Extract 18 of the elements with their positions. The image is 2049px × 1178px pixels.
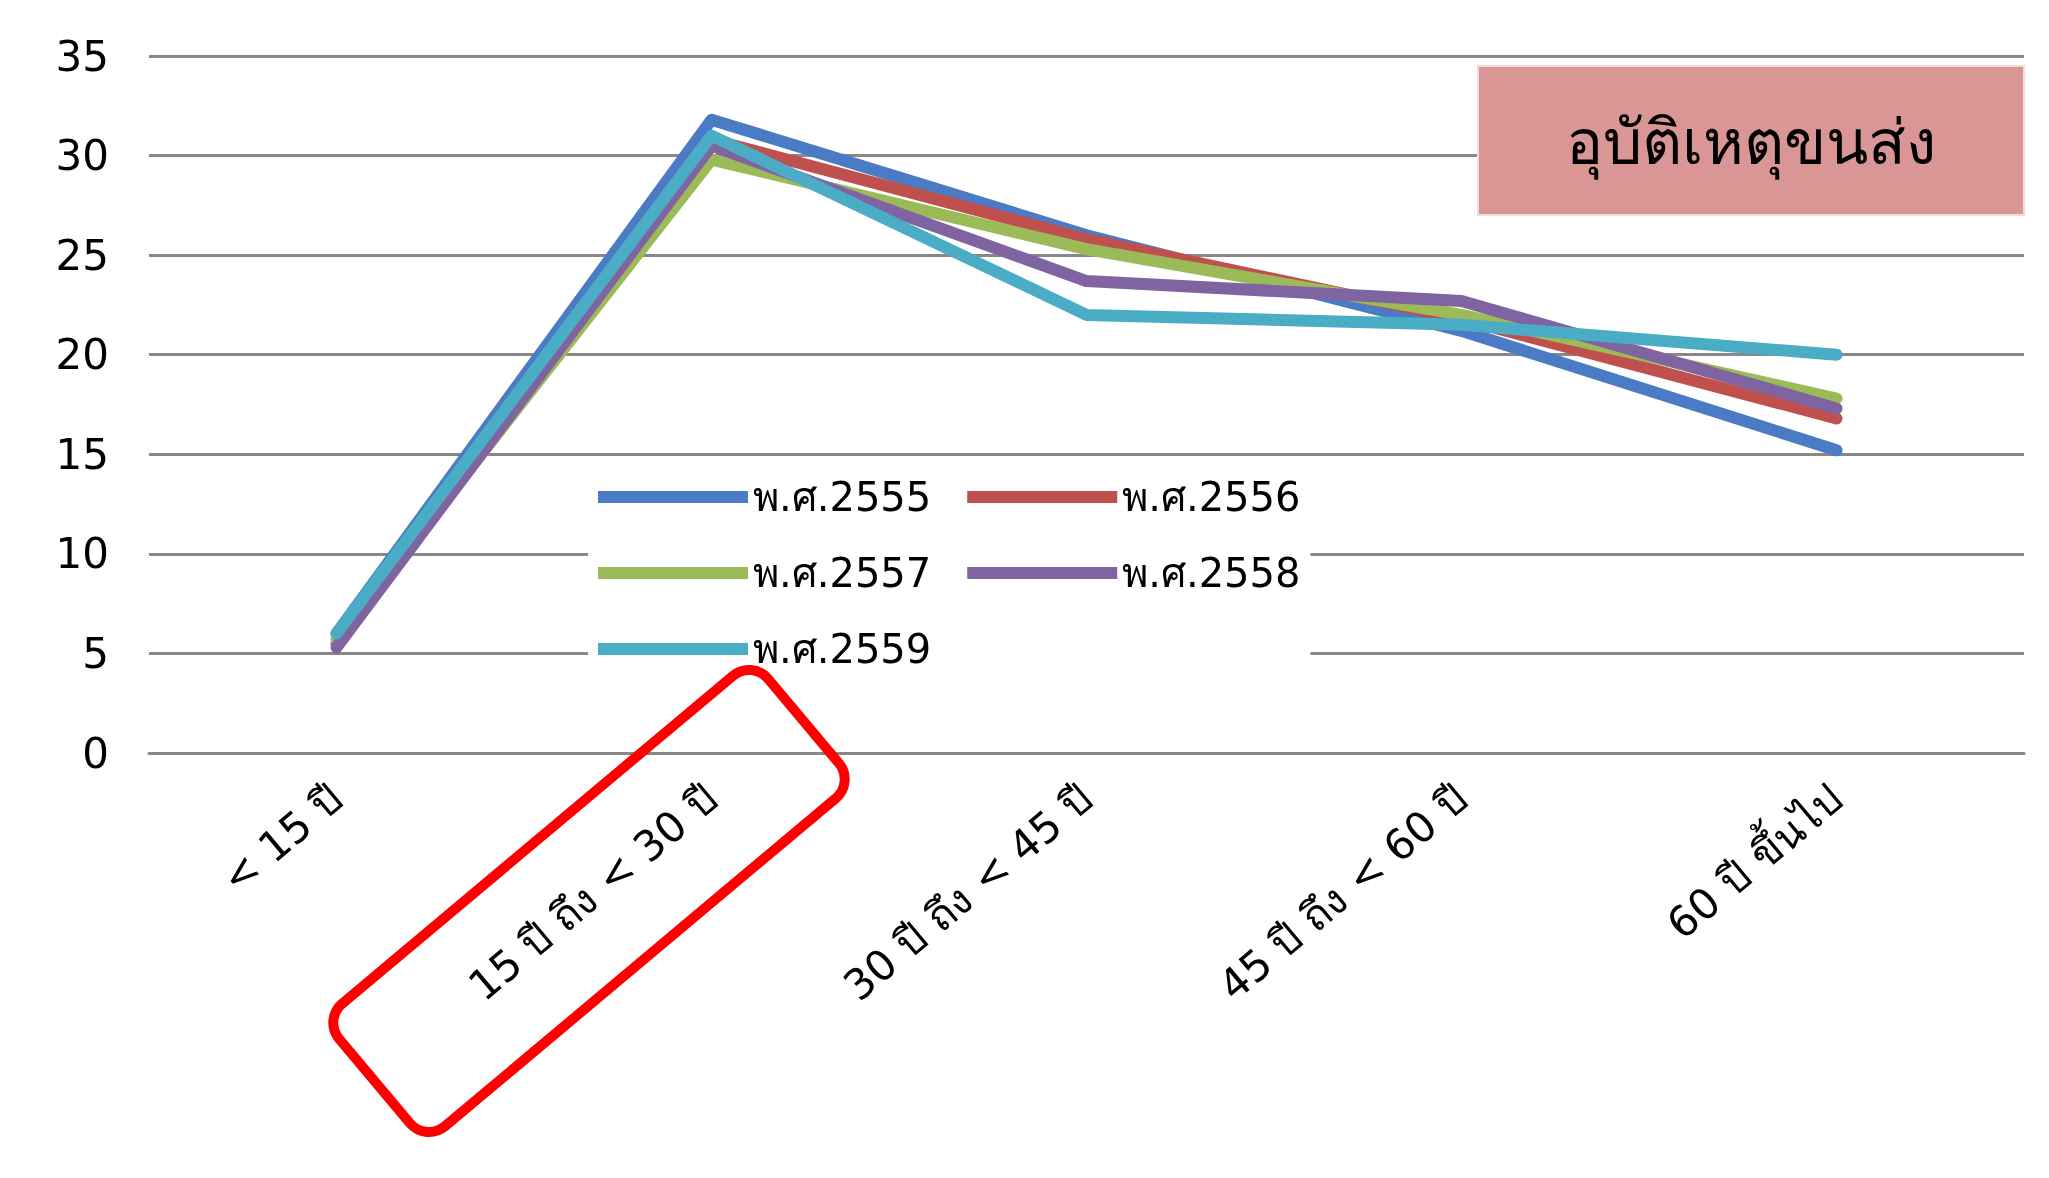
- y-tick-label: 15: [55, 429, 109, 479]
- text: อุบัติเหตุขนส่ง: [1566, 105, 1936, 180]
- y-tick-label: 0: [82, 728, 109, 778]
- legend-label: พ.ศ.2559: [753, 626, 932, 672]
- legend-label: พ.ศ.2556: [1122, 474, 1301, 520]
- legend-label: พ.ศ.2555: [753, 474, 932, 520]
- x-tick-label: 45 ปี ถึง < 60 ปี: [1209, 774, 1478, 1011]
- x-tick-label: 30 ปี ถึง < 45 ปี: [834, 774, 1103, 1011]
- y-tick-label: 10: [55, 529, 109, 579]
- x-tick-label: < 15 ปี: [211, 774, 353, 904]
- legend-label: พ.ศ.2557: [753, 550, 932, 596]
- x-tick-label: 15 ปี ถึง < 30 ปี: [459, 774, 728, 1011]
- y-tick-label: 5: [82, 628, 109, 678]
- legend-label: พ.ศ.2558: [1122, 550, 1301, 596]
- y-tick-label: 35: [55, 31, 109, 81]
- y-tick-label: 25: [55, 230, 109, 280]
- y-tick-label: 30: [55, 131, 109, 181]
- y-tick-label: 20: [55, 330, 109, 380]
